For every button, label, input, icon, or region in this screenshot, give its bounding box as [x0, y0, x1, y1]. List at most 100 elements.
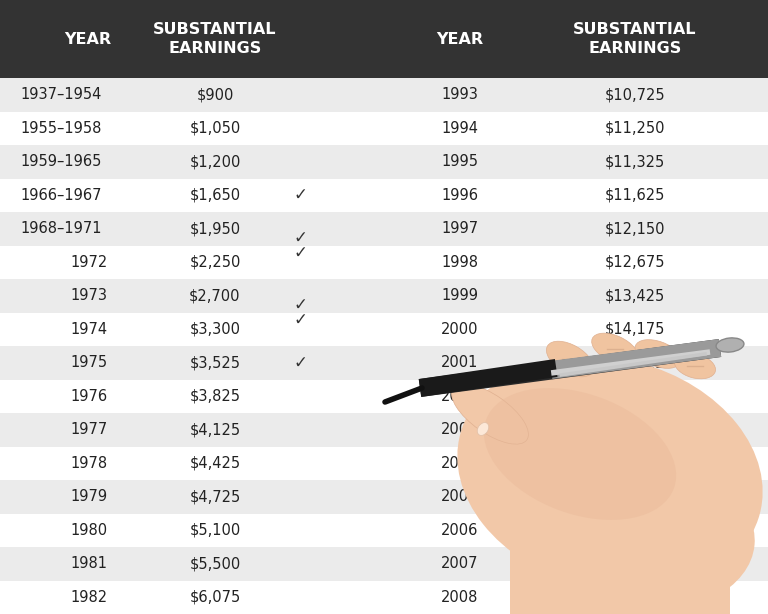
Text: YEAR: YEAR	[436, 31, 484, 47]
Text: $5,500: $5,500	[190, 556, 240, 571]
Bar	[383, 446, 768, 480]
Text: 1978: 1978	[70, 456, 107, 471]
Text: 1937–1954: 1937–1954	[20, 87, 101, 103]
Text: ✓: ✓	[293, 186, 307, 204]
Text: $3,300: $3,300	[190, 322, 240, 336]
Text: 1966–1967: 1966–1967	[20, 188, 101, 203]
Text: 1975: 1975	[70, 356, 107, 370]
Bar	[383, 78, 768, 112]
Text: $10,725: $10,725	[604, 87, 665, 103]
Bar	[0, 580, 383, 614]
Bar	[0, 413, 383, 446]
Text: $2,250: $2,250	[190, 255, 240, 270]
Text: 1959–1965: 1959–1965	[20, 154, 101, 169]
Text: $1,200: $1,200	[190, 154, 240, 169]
Bar	[383, 279, 768, 313]
Bar	[0, 480, 383, 513]
Text: 1974: 1974	[70, 322, 107, 336]
Text: $3,825: $3,825	[190, 389, 240, 404]
Bar	[0, 0, 768, 78]
Bar	[383, 580, 768, 614]
Bar	[0, 145, 383, 179]
Bar	[383, 212, 768, 246]
Text: 1997: 1997	[442, 221, 478, 236]
Ellipse shape	[477, 422, 488, 435]
Text: 1955–1958: 1955–1958	[20, 121, 101, 136]
Text: 2006: 2006	[442, 523, 478, 538]
Text: 2001: 2001	[442, 356, 478, 370]
Bar	[383, 112, 768, 145]
Text: $4,425: $4,425	[190, 456, 240, 471]
Text: 1982: 1982	[70, 590, 107, 605]
Bar	[383, 246, 768, 279]
Ellipse shape	[546, 341, 594, 377]
Text: SUBSTANTIAL
EARNINGS: SUBSTANTIAL EARNINGS	[154, 22, 276, 56]
Bar	[0, 379, 383, 413]
FancyBboxPatch shape	[510, 494, 730, 614]
Text: ✓: ✓	[293, 244, 307, 262]
Bar	[0, 313, 383, 346]
Text: 1968–1971: 1968–1971	[20, 221, 101, 236]
Text: ✓: ✓	[293, 229, 307, 247]
Text: $4,125: $4,125	[190, 422, 240, 437]
Text: 1996: 1996	[442, 188, 478, 203]
Bar	[383, 480, 768, 513]
Ellipse shape	[635, 340, 681, 368]
Text: $13,425: $13,425	[605, 288, 665, 303]
Bar	[0, 246, 383, 279]
Bar	[0, 279, 383, 313]
Text: 1981: 1981	[70, 556, 107, 571]
Ellipse shape	[452, 384, 528, 444]
Bar	[0, 513, 383, 547]
Bar	[383, 179, 768, 212]
Bar	[383, 547, 768, 580]
Ellipse shape	[505, 454, 755, 614]
Ellipse shape	[591, 333, 638, 365]
Text: $1,050: $1,050	[190, 121, 240, 136]
Bar	[0, 78, 383, 112]
Text: $14,925: $14,925	[605, 356, 665, 370]
Text: ✓: ✓	[293, 354, 307, 371]
Text: $11,325: $11,325	[605, 154, 665, 169]
Ellipse shape	[716, 338, 744, 352]
Text: 2005: 2005	[442, 489, 478, 504]
Text: $1,650: $1,650	[190, 188, 240, 203]
Text: $11,625: $11,625	[605, 188, 665, 203]
Text: 1972: 1972	[70, 255, 108, 270]
Text: 1979: 1979	[70, 489, 107, 504]
Text: ✓: ✓	[293, 296, 307, 314]
Ellipse shape	[458, 356, 763, 592]
Text: 1999: 1999	[442, 288, 478, 303]
Text: ✓: ✓	[293, 311, 307, 329]
Bar	[383, 346, 768, 379]
Text: 2004: 2004	[442, 456, 478, 471]
Text: $3,525: $3,525	[190, 356, 240, 370]
Bar	[0, 446, 383, 480]
Text: 1980: 1980	[70, 523, 107, 538]
Text: 1976: 1976	[70, 389, 107, 404]
Bar	[383, 379, 768, 413]
Text: 1998: 1998	[442, 255, 478, 270]
Text: 2008: 2008	[442, 590, 478, 605]
Bar	[383, 313, 768, 346]
Text: $4,725: $4,725	[190, 489, 240, 504]
Text: 1973: 1973	[70, 288, 107, 303]
Text: 1993: 1993	[442, 87, 478, 103]
Text: $2,700: $2,700	[189, 288, 240, 303]
Text: $6,075: $6,075	[190, 590, 240, 605]
Text: 2000: 2000	[442, 322, 478, 336]
Bar	[383, 413, 768, 446]
Text: $12,150: $12,150	[604, 221, 665, 236]
Text: 2002: 2002	[442, 389, 478, 404]
Text: $900: $900	[197, 87, 233, 103]
Text: $1,950: $1,950	[190, 221, 240, 236]
Text: 2003: 2003	[442, 422, 478, 437]
Text: 2007: 2007	[442, 556, 478, 571]
Bar	[0, 179, 383, 212]
Text: $14,175: $14,175	[605, 322, 665, 336]
Text: 1995: 1995	[442, 154, 478, 169]
Ellipse shape	[674, 353, 716, 379]
Text: YEAR: YEAR	[65, 31, 111, 47]
Bar	[0, 112, 383, 145]
Bar	[0, 212, 383, 246]
